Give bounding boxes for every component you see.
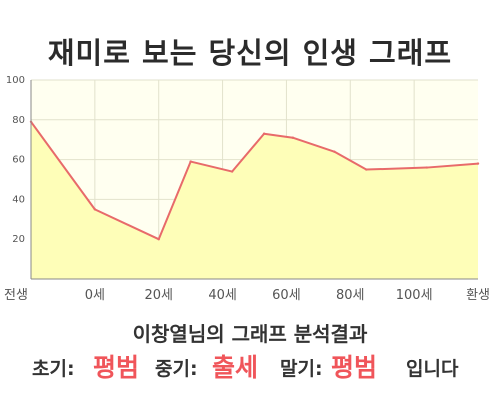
y-tick-label: 40 bbox=[12, 194, 25, 205]
data-point bbox=[365, 168, 368, 171]
data-point bbox=[157, 238, 160, 241]
data-point bbox=[189, 160, 192, 163]
x-tick-label: 60세 bbox=[272, 288, 301, 303]
middle-label: 중기: bbox=[155, 358, 198, 380]
x-tick-label: 100세 bbox=[396, 288, 433, 303]
chart-svg: 20 40 60 80 100 전생 0세 20세 40세 60세 80세 100세 환생 bbox=[4, 75, 490, 303]
x-tick-label: 환생 bbox=[466, 288, 490, 303]
x-tick-label: 20세 bbox=[144, 288, 173, 303]
result-summary-row: 초기: 평범 중기: 출세 말기: 평범 입니다 bbox=[0, 346, 500, 382]
y-tick-label: 80 bbox=[12, 115, 25, 126]
early-value: 평범 bbox=[93, 353, 140, 382]
y-tick-label: 100 bbox=[6, 75, 25, 86]
data-point bbox=[93, 208, 97, 211]
early-label: 초기: bbox=[32, 358, 75, 380]
middle-value: 출세 bbox=[212, 353, 259, 382]
data-point bbox=[425, 166, 429, 169]
y-tick-label: 60 bbox=[12, 155, 25, 166]
data-point bbox=[291, 136, 295, 139]
life-graph-chart: 20 40 60 80 100 전생 0세 20세 40세 60세 80세 100세 환생 bbox=[0, 72, 500, 312]
page-title: 재미로 보는 당신의 인생 그래프 bbox=[47, 36, 453, 70]
result-suffix: 입니다 bbox=[406, 358, 459, 380]
data-point bbox=[333, 150, 336, 153]
late-label: 말기: bbox=[280, 358, 323, 380]
x-tick-label: 40세 bbox=[208, 288, 237, 303]
late-value: 평범 bbox=[331, 353, 378, 382]
series-area bbox=[31, 121, 478, 279]
y-tick-label: 20 bbox=[12, 234, 25, 245]
data-point bbox=[262, 132, 266, 135]
x-tick-label: 0세 bbox=[85, 288, 105, 303]
x-tick-label: 전생 bbox=[4, 288, 28, 303]
x-tick-label: 80세 bbox=[336, 288, 365, 303]
data-point bbox=[230, 170, 234, 173]
result-heading: 이창열님의 그래프 분석결과 bbox=[132, 322, 368, 346]
data-point bbox=[476, 162, 480, 165]
